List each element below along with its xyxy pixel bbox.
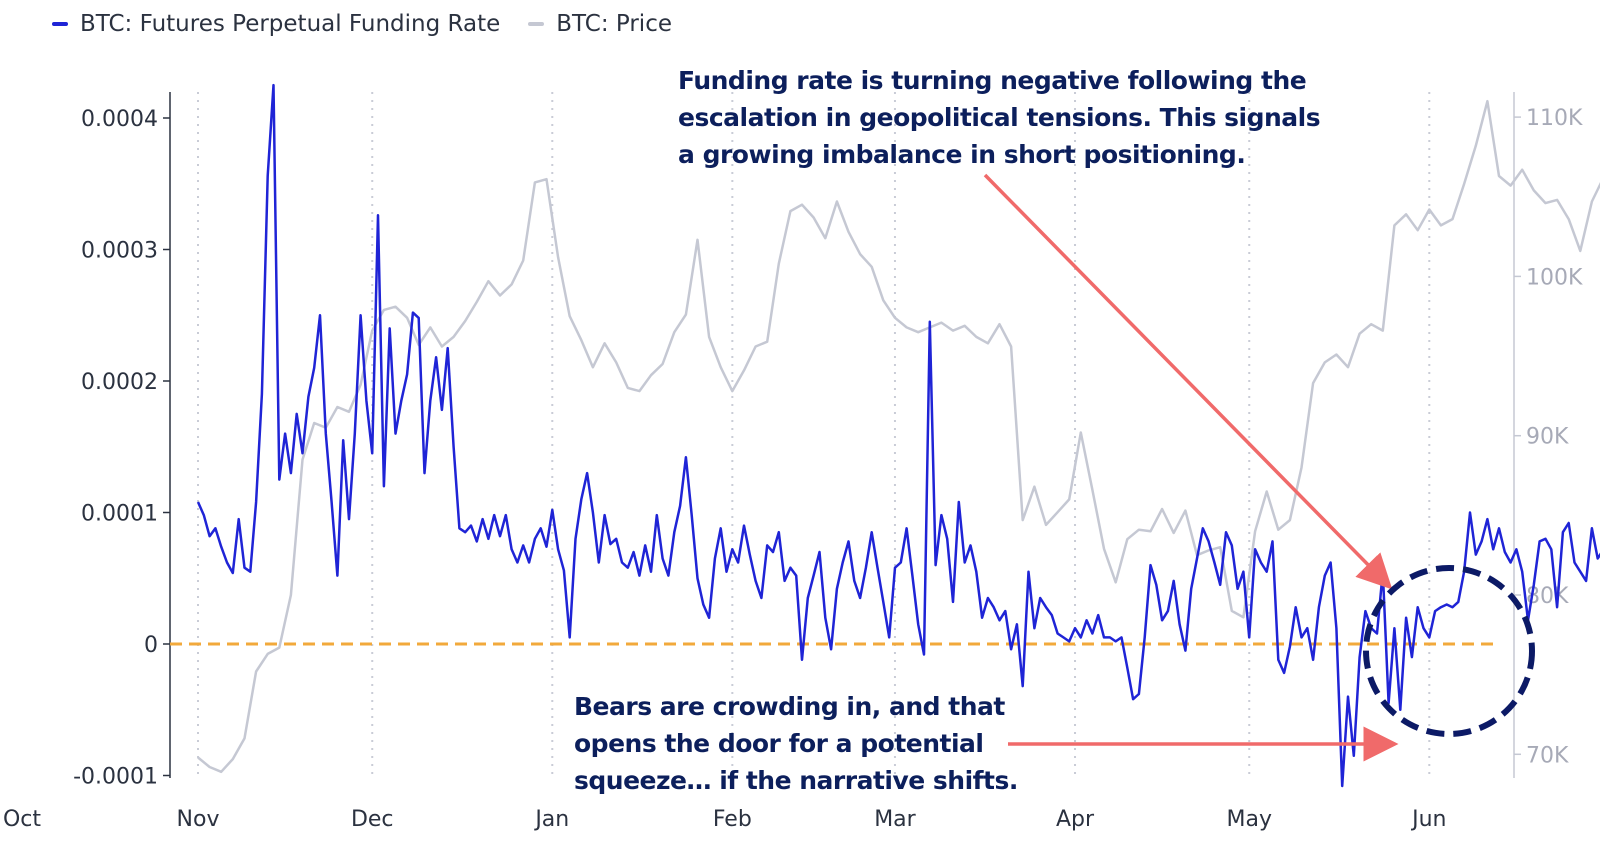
left-tick-label: 0.0002 <box>81 370 158 395</box>
right-tick-label: 110K <box>1526 106 1583 131</box>
x-tick-label: Mar <box>874 807 916 832</box>
x-tick-label: Jun <box>1410 807 1446 832</box>
x-tick-label: Dec <box>351 807 394 832</box>
legend-item-funding-rate[interactable]: BTC: Futures Perpetual Funding Rate <box>52 11 500 37</box>
tick-labels: 0.0004 0.0003 0.0002 0.0001 0 -0.0001 110K 100K… <box>3 106 1583 832</box>
annotation-top: Funding rate is turning negative followi… <box>678 66 1321 169</box>
x-tick-label: Jan <box>533 807 569 832</box>
series-funding <box>196 83 1600 788</box>
right-tick-label: 70K <box>1526 743 1569 768</box>
funding-line <box>196 83 1600 788</box>
right-tick-label: 90K <box>1526 425 1569 450</box>
x-tick-label: Feb <box>713 807 752 832</box>
annotation-overlays <box>983 173 1535 762</box>
legend: BTC: Futures Perpetual Funding Rate BTC:… <box>52 8 672 40</box>
legend-swatch-price <box>528 22 545 26</box>
x-tick-label: Apr <box>1056 807 1095 832</box>
arrow-top <box>983 173 1393 590</box>
axes <box>163 92 1521 778</box>
left-tick-label: 0 <box>144 633 158 658</box>
right-tick-label: 100K <box>1526 265 1583 290</box>
highlight-circle <box>1363 565 1535 737</box>
legend-item-price[interactable]: BTC: Price <box>528 11 672 37</box>
legend-swatch-funding <box>52 22 68 26</box>
annotation-bottom: Bears are crowding in, and that opens th… <box>574 692 1018 795</box>
left-tick-label: -0.0001 <box>73 765 158 790</box>
left-tick-label: 0.0003 <box>81 239 158 264</box>
x-tick-label: Oct <box>3 807 41 832</box>
x-tick-label: May <box>1227 807 1272 832</box>
legend-label-funding: BTC: Futures Perpetual Funding Rate <box>80 11 501 37</box>
left-tick-label: 0.0004 <box>81 107 158 132</box>
left-tick-label: 0.0001 <box>81 502 158 527</box>
legend-label-price: BTC: Price <box>556 11 672 37</box>
price-line <box>197 99 1600 774</box>
x-tick-label: Nov <box>177 807 220 832</box>
series-price <box>197 99 1600 774</box>
